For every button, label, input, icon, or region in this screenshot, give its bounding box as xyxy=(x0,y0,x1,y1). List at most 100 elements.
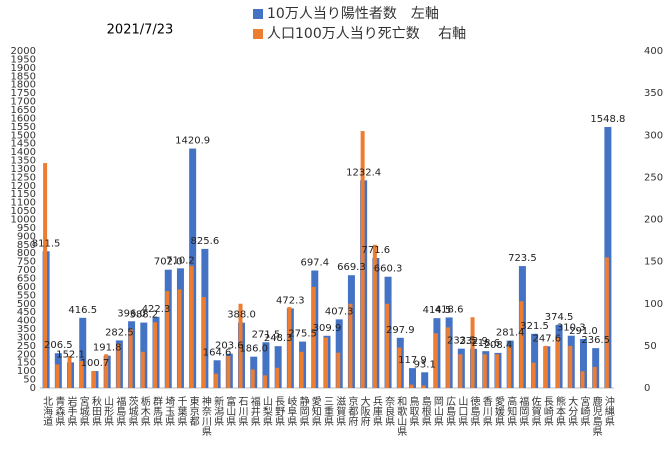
legend-swatch xyxy=(253,9,263,19)
y2-tick-label: 150 xyxy=(644,257,663,268)
bar xyxy=(104,354,109,388)
x-tick-label: 和歌山県 xyxy=(395,396,407,437)
data-label: 407.3 xyxy=(325,306,354,317)
data-label: 669.3 xyxy=(337,262,366,273)
x-tick-label: 山梨県 xyxy=(260,396,272,427)
bar xyxy=(470,317,475,388)
x-tick-label: 富山県 xyxy=(224,395,236,427)
x-tick-label: 沖縄県 xyxy=(602,395,614,427)
y-tick-label: 150 xyxy=(17,358,36,369)
y-tick-label: 1000 xyxy=(11,215,36,226)
bar xyxy=(543,345,548,388)
x-tick-label: 福岡県 xyxy=(517,395,529,427)
x-tick-label: 徳島県 xyxy=(468,395,480,427)
x-tick-label: 宮崎県 xyxy=(578,395,590,427)
data-label: 186.0 xyxy=(239,344,268,355)
bar xyxy=(274,346,282,388)
y2-tick-label: 400 xyxy=(644,46,663,57)
y2-tick-label: 200 xyxy=(644,215,663,226)
x-tick-label: 宮城県 xyxy=(77,395,89,427)
y-tick-label: 750 xyxy=(17,257,36,268)
bar xyxy=(385,303,390,388)
data-label: 236.5 xyxy=(581,335,610,346)
x-tick-label: 新潟県 xyxy=(212,395,224,427)
bar xyxy=(519,301,524,388)
y-tick-label: 2000 xyxy=(11,46,36,57)
y-tick-label: 1800 xyxy=(11,80,36,91)
bar xyxy=(91,371,96,388)
data-label: 825.6 xyxy=(191,236,220,247)
x-tick-label: 大分県 xyxy=(566,395,578,427)
y-tick-label: 400 xyxy=(17,316,36,327)
y2-tick-label: 0 xyxy=(644,383,650,394)
y-tick-label: 300 xyxy=(17,332,36,343)
bar xyxy=(177,289,182,388)
bar xyxy=(311,286,316,388)
data-label: 1548.8 xyxy=(590,114,625,125)
data-label: 422.3 xyxy=(142,304,171,315)
bar xyxy=(580,371,585,388)
data-label: 418.6 xyxy=(435,304,464,315)
bar xyxy=(604,257,609,388)
y-tick-label: 1850 xyxy=(11,71,36,82)
bar xyxy=(360,131,365,388)
y2-tick-label: 300 xyxy=(644,130,663,141)
y-tick-label: 1900 xyxy=(11,63,36,74)
data-label: 275.5 xyxy=(288,329,317,340)
bar xyxy=(140,351,145,388)
chart-title: 2021/7/23 xyxy=(107,23,174,38)
y-tick-label: 1050 xyxy=(11,206,36,217)
y2-tick-label: 50 xyxy=(644,341,657,352)
data-label: 710.2 xyxy=(166,255,195,266)
y-tick-label: 1750 xyxy=(11,88,36,99)
y-tick-label: 450 xyxy=(17,307,36,318)
x-tick-label: 愛知県 xyxy=(309,395,321,427)
y-tick-label: 1700 xyxy=(11,97,36,108)
data-label: 702.0 xyxy=(154,257,183,268)
data-label: 310.3 xyxy=(557,323,586,334)
x-tick-label: 青森県 xyxy=(53,395,65,427)
bar xyxy=(79,317,87,388)
y-tick-label: 1550 xyxy=(11,122,36,133)
bar xyxy=(408,368,416,388)
x-tick-label: 愛媛県 xyxy=(492,395,504,427)
y-tick-label: 1100 xyxy=(11,198,36,209)
y-tick-label: 50 xyxy=(23,375,36,386)
y-tick-label: 0 xyxy=(30,383,36,394)
bar xyxy=(409,384,414,388)
bar xyxy=(287,307,292,388)
x-tick-label: 茨城県 xyxy=(126,395,138,427)
x-tick-label: 大阪府 xyxy=(358,395,370,427)
y-tick-label: 800 xyxy=(17,248,36,259)
x-tick-label: 京都府 xyxy=(346,395,358,427)
y-tick-label: 600 xyxy=(17,282,36,293)
x-tick-label: 山口県 xyxy=(456,396,468,427)
bar xyxy=(262,375,267,388)
y-tick-label: 650 xyxy=(17,273,36,284)
bar xyxy=(372,244,377,388)
bar xyxy=(421,385,426,388)
data-label: 282.5 xyxy=(105,327,134,338)
bar xyxy=(397,347,402,388)
x-tick-label: 福島県 xyxy=(114,395,126,427)
bar xyxy=(165,291,170,388)
x-tick-label: 香川県 xyxy=(480,396,492,427)
y-tick-label: 250 xyxy=(17,341,36,352)
legend-swatch xyxy=(253,29,263,39)
bar xyxy=(201,297,206,388)
y-tick-label: 1350 xyxy=(11,156,36,167)
bar xyxy=(238,303,243,388)
bar xyxy=(128,329,133,388)
data-label: 723.5 xyxy=(508,253,537,264)
y-tick-label: 1500 xyxy=(11,130,36,141)
bar xyxy=(458,354,463,388)
data-label: 191.8 xyxy=(93,343,122,354)
x-tick-label: 北海道 xyxy=(41,396,53,426)
y-tick-label: 1200 xyxy=(11,181,36,192)
bar xyxy=(579,338,587,388)
y-tick-label: 700 xyxy=(17,265,36,276)
x-tick-label: 神奈川県 xyxy=(199,395,211,437)
x-tick-label: 岩手県 xyxy=(65,395,77,427)
bar xyxy=(433,333,438,388)
bar xyxy=(299,351,304,388)
